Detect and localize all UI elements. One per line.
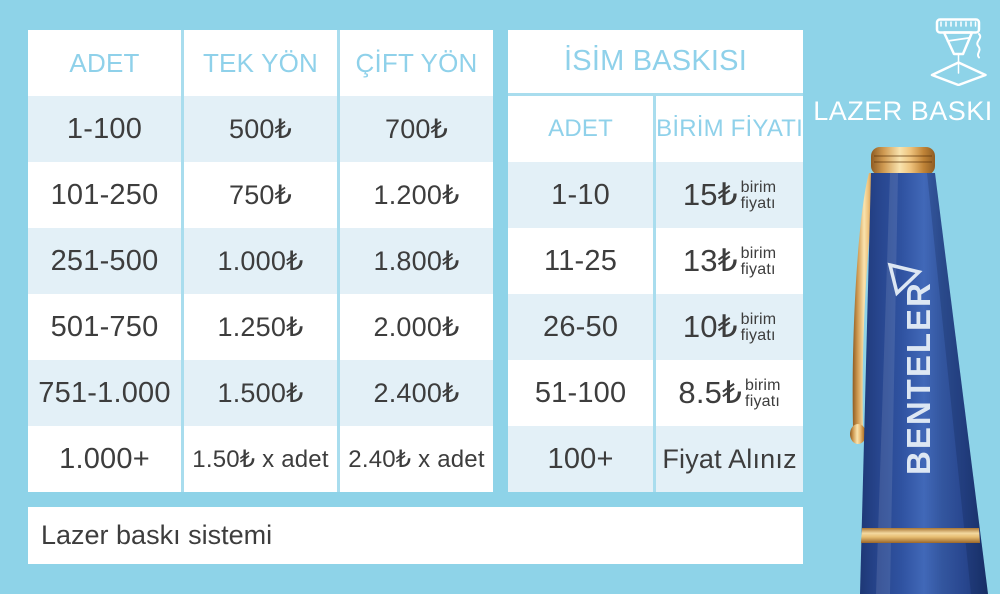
unit-price-note: birim fiyatı [740,245,777,278]
unit-price-note: birim fiyatı [740,179,777,212]
table-cell-contact-price: Fiyat Alınız [656,426,803,492]
unit-price-note: birim fiyatı [740,311,777,344]
column-header-tek-yon: TEK YÖN [184,30,337,96]
table-cell-price: 1.500₺ [184,360,337,426]
table-cell-price: 750₺ [184,162,337,228]
laser-price-table: ADET TEK YÖN ÇİFT YÖN 1-100 500₺ 700₺ 10… [28,30,493,492]
table-cell-price: 2.000₺ [340,294,493,360]
table-cell-qty: 1.000+ [28,426,181,492]
table-cell-price: 1.200₺ [340,162,493,228]
table-cell-qty: 11-25 [508,228,654,294]
pen-gold-band [861,528,980,543]
table-cell-unit-price: 13₺ birim fiyatı [656,228,803,294]
name-print-price-table: İSİM BASKISI ADET BİRİM FİYATI 1-10 15₺ … [508,30,803,492]
table-cell-price: 700₺ [340,96,493,162]
pen-cap-ring [871,147,935,175]
table-cell-qty: 26-50 [508,294,654,360]
table-cell-unit-price: 8.5₺ birim fiyatı [656,360,803,426]
footer-caption: Lazer baskı sistemi [41,520,273,550]
unit-price-value: 13₺ [682,243,738,278]
pen-brand-text: BENTELER [900,281,937,475]
table-cell-price: 2.40₺ x adet [340,426,493,492]
table-cell-price: 1.50₺ x adet [184,426,337,492]
unit-price-value: 8.5₺ [678,375,743,410]
table-cell-price: 1.250₺ [184,294,337,360]
table-cell-price: 1.000₺ [184,228,337,294]
laser-engraver-icon [930,18,987,86]
table-cell-qty: 1-100 [28,96,181,162]
unit-price-note: birim fiyatı [745,377,781,410]
table-cell-price: 2.400₺ [340,360,493,426]
table-cell-qty: 751-1.000 [28,360,181,426]
footer-caption-bar: Lazer baskı sistemi [28,507,803,564]
table-cell-qty: 1-10 [508,162,654,228]
table-title-isim-baskisi: İSİM BASKISI [508,30,803,96]
unit-price-value: 15₺ [682,177,738,212]
unit-price-value: 10₺ [682,309,738,344]
table-cell-qty: 101-250 [28,162,181,228]
column-header-adet: ADET [508,96,654,162]
table-cell-unit-price: 15₺ birim fiyatı [656,162,803,228]
pen-image: BENTELER [850,147,988,594]
table-cell-price: 1.800₺ [340,228,493,294]
pen-brand-triangle-logo [887,262,923,297]
table-cell-qty: 100+ [508,426,654,492]
table-cell-unit-price: 10₺ birim fiyatı [656,294,803,360]
sidebar-title: LAZER BASKI [813,96,993,126]
table-cell-qty: 251-500 [28,228,181,294]
column-header-cift-yon: ÇİFT YÖN [340,30,493,96]
pen-clip [850,173,878,444]
table-cell-qty: 501-750 [28,294,181,360]
table-cell-price: 500₺ [184,96,337,162]
column-header-birim-fiyat: BİRİM FİYATI [656,96,803,162]
table-cell-qty: 51-100 [508,360,654,426]
column-header-adet: ADET [28,30,181,96]
